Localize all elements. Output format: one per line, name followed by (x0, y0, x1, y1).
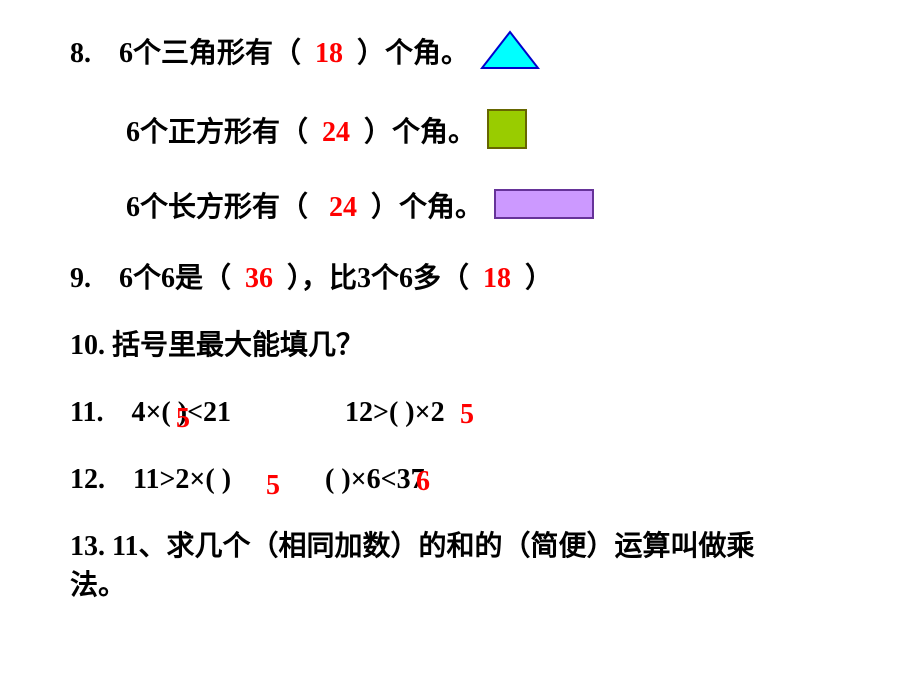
q9-post: ） (525, 263, 553, 294)
q8-number: 8. (70, 38, 91, 69)
q8-l3-post: ）个角。 (371, 192, 483, 223)
q9-ans2: 18 (483, 263, 511, 294)
q11-right-ans: 5 (460, 395, 474, 434)
q10-number: 10. (70, 330, 105, 361)
q8-l2-pre: 6个正方形有（ (126, 117, 308, 148)
q8-line1: 8. 6个三角形有（ 18 ）个角。 (70, 30, 850, 81)
q8-line3: 6个长方形有（ 24 ）个角。 (70, 188, 850, 230)
q11-left-ans: 5 (176, 399, 190, 438)
q9-pre1: 6个6是（ (119, 263, 231, 294)
q9-line: 9. 6个6是（ 36 ），比3个6多（ 18 ） (70, 259, 850, 298)
q12-right: ( )×6<37 (325, 464, 425, 495)
q12-line: 12. 11>2×( ) ( )×6<37 5 6 (70, 460, 850, 499)
q8-l1-post: ）个角。 (357, 38, 469, 69)
q12-left-ans: 5 (266, 466, 280, 505)
q13-number: 13. (70, 531, 105, 562)
q11-number: 11. (70, 397, 103, 428)
q8-l1-pre: 6个三角形有（ (119, 38, 301, 69)
q9-number: 9. (70, 263, 91, 294)
q13-line: 13. 11、求几个（相同加数）的和的（简便）运算叫做乘法。 (70, 527, 810, 605)
q10-line: 10. 括号里最大能填几？ (70, 326, 850, 365)
q8-l1-ans: 18 (315, 38, 343, 69)
q10-text: 括号里最大能填几？ (112, 330, 364, 361)
q8-l3-pre: 6个长方形有（ (126, 192, 308, 223)
triangle-icon (480, 30, 540, 81)
q9-ans1: 36 (245, 263, 273, 294)
q12-number: 12. (70, 464, 105, 495)
q8-l3-ans: 24 (329, 192, 357, 223)
worksheet-page: 8. 6个三角形有（ 18 ）个角。 6个正方形有（ 24 ）个角。 6个长方形… (0, 0, 920, 690)
q12-right-ans: 6 (416, 462, 430, 501)
rectangle-icon (494, 189, 594, 230)
q8-l2-ans: 24 (322, 117, 350, 148)
q9-mid: ），比3个6多（ (287, 263, 469, 294)
q8-line2: 6个正方形有（ 24 ）个角。 (70, 109, 850, 160)
q13-text: 11、求几个（相同加数）的和的（简便）运算叫做乘法。 (70, 531, 754, 601)
q11-right: 12>( )×2 (345, 397, 445, 428)
q12-left: 11>2×( ) (133, 464, 231, 495)
square-icon (487, 109, 527, 160)
q11-line: 11. 4×( )<21 12>( )×2 5 5 (70, 393, 850, 432)
q8-l2-post: ）个角。 (364, 117, 476, 148)
